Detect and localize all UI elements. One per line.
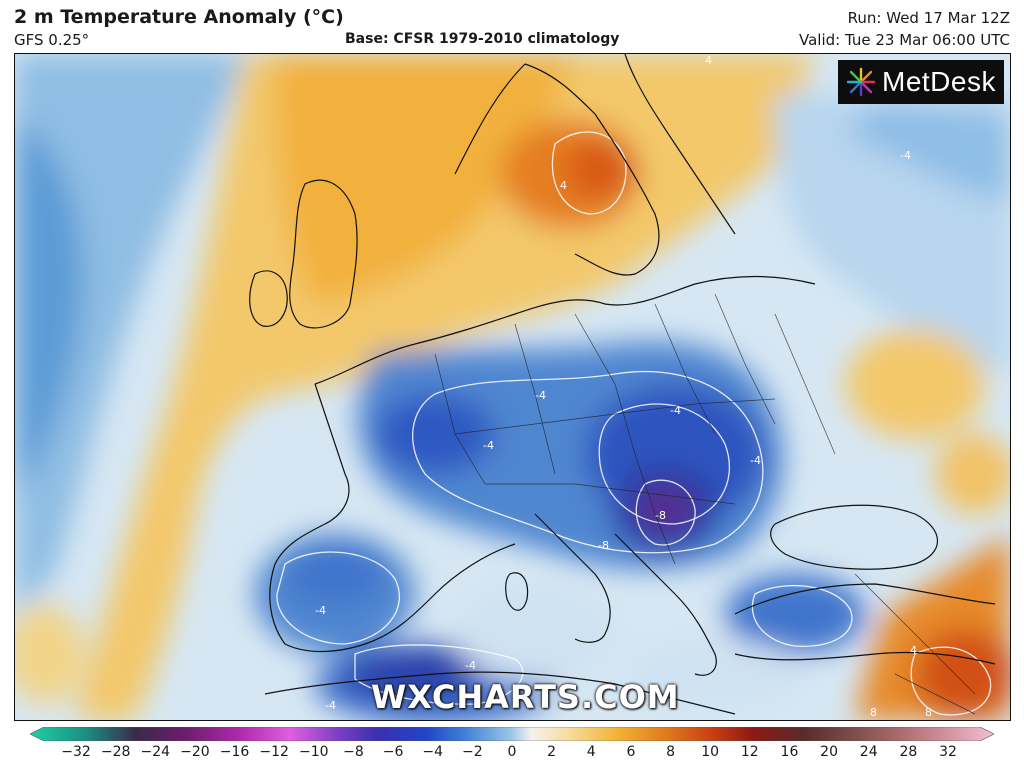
contour-lines	[276, 131, 992, 716]
contour-label: 8	[870, 706, 877, 719]
model-label: GFS 0.25°	[14, 31, 90, 49]
contour-label: 4	[910, 644, 917, 657]
colorbar-tick-label: 12	[740, 744, 759, 760]
colorbar-tick-label: 4	[586, 744, 596, 760]
colorbar-tick-label: 16	[780, 744, 799, 760]
colorbar-tick-label: 10	[701, 744, 720, 760]
chart-title: 2 m Temperature Anomaly (°C)	[14, 6, 344, 28]
colorbar-ticks: −32 −28 −24 −20 −16 −12 −10 −8 −6 −4 −2 0 2 4 6 8 10 12 16…	[0, 744, 1024, 768]
contour-label: -8	[598, 539, 609, 552]
colorbar-tick-label: −8	[343, 744, 364, 760]
colorbar-tick-label: −28	[100, 744, 131, 760]
base-climatology-label: Base: CFSR 1979-2010 climatology	[345, 31, 620, 47]
colorbar-tick-label: −6	[382, 744, 404, 760]
contour-label: 8	[925, 706, 932, 719]
colorbar-tick-label: 32	[939, 744, 957, 760]
country-borders	[434, 293, 976, 715]
metdesk-logo-text: MetDesk	[882, 66, 996, 97]
contour-label: -4	[465, 659, 476, 672]
colorbar-tick-label: 28	[899, 744, 918, 760]
contour-label: -4	[670, 404, 681, 417]
anomaly-field	[15, 54, 1010, 720]
colorbar-tick-label: −32	[61, 744, 91, 760]
colorbar-tick-label: −10	[299, 744, 329, 760]
contour-label-group: -4 -4 -4 -4 -4 -4 -4 -8 -8 4 4 4 8 8 -4	[315, 54, 932, 719]
colorbar-tick-label: 2	[547, 744, 557, 760]
metdesk-starburst-icon	[846, 67, 876, 97]
contour-label: 4	[560, 179, 567, 192]
run-time-label: Run: Wed 17 Mar 12Z	[847, 9, 1010, 27]
colorbar-tick-label: −12	[259, 744, 289, 760]
metdesk-logo: MetDesk	[838, 60, 1004, 104]
colorbar	[30, 727, 994, 741]
anomaly-map[interactable]: -4 -4 -4 -4 -4 -4 -4 -8 -8 4 4 4 8 8 -4	[14, 53, 1011, 721]
coastlines	[249, 54, 996, 715]
contour-label: -4	[900, 149, 911, 162]
map-canvas: -4 -4 -4 -4 -4 -4 -4 -8 -8 4 4 4 8 8 -4	[15, 54, 1010, 720]
contour-label: -4	[325, 699, 336, 712]
colorbar-tick-label: 6	[626, 744, 636, 760]
colorbar-tick-label: 8	[666, 744, 675, 760]
watermark: WXCHARTS.COM	[371, 678, 680, 716]
contour-label: -4	[483, 439, 494, 452]
contour-label: -8	[655, 509, 666, 522]
colorbar-tick-label: −2	[462, 744, 483, 760]
colorbar-tick-label: 24	[859, 744, 878, 760]
contour-label: -4	[750, 454, 761, 467]
colorbar-tick-label: −24	[140, 744, 171, 760]
contour-label: -4	[315, 604, 326, 617]
valid-time-label: Valid: Tue 23 Mar 06:00 UTC	[798, 31, 1010, 49]
colorbar-tick-label: 20	[820, 744, 838, 760]
colorbar-tick-label: −4	[422, 744, 444, 760]
colorbar-tick-label: 0	[507, 744, 517, 760]
colorbar-tick-label: −20	[180, 744, 210, 760]
contour-label: 4	[705, 54, 712, 67]
contour-label: -4	[535, 389, 546, 402]
colorbar-tick-label: −16	[219, 744, 250, 760]
